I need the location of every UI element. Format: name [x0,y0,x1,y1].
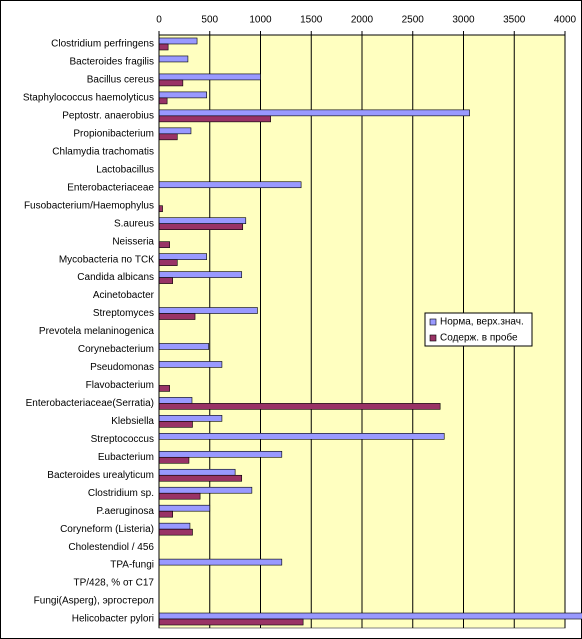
x-tick-label: 3000 [452,15,475,26]
bar [158,522,191,530]
bar [158,528,193,536]
bar [158,73,261,81]
y-tick-label: TP/428, % от C17 [73,578,154,589]
y-tick-label: TPA-fungi [110,560,154,571]
bar [158,79,184,87]
bar [158,492,201,500]
bar [158,223,244,230]
bar [158,91,208,99]
y-tick-label: Helicobacter pylori [72,614,154,625]
bar [158,277,174,284]
bar [158,361,223,368]
y-tick-label: Acinetobacter [93,290,155,301]
legend: Норма, верх.знач. Содерж. в пробе [424,312,533,347]
bar [158,403,441,410]
y-tick-label: Candida albicans [77,272,154,283]
bar [158,504,211,512]
x-tick-label: 4000 [554,15,577,26]
bar [158,205,163,213]
bar [158,415,223,422]
y-tick-label: Bacillus cereus [87,75,154,86]
legend-box [424,312,533,347]
y-tick-label: Fusobacterium/Haemophylus [24,200,154,211]
x-tick-label: 3500 [503,15,526,26]
x-tick-label: 2500 [402,15,425,26]
y-tick-label: Streptococcus [91,434,154,445]
bar [158,397,193,404]
y-tick-label: Neisseria [112,236,154,247]
bar [158,558,283,566]
legend-swatch [429,334,437,342]
bar [158,115,271,123]
y-tick-label: Chlamydia trachomatis [52,146,154,157]
bar [158,109,470,117]
y-tick-label: Flavobacterium [86,380,154,391]
y-tick-label: Mycobacteria по ТСК [59,254,154,265]
bar [158,474,243,482]
bar [158,307,258,314]
y-tick-label: Enterobacteriaceae(Serratia) [26,398,154,409]
x-tick-label: 1500 [300,15,323,26]
y-tick-label: P.aeruginosa [96,506,154,517]
bar [158,97,168,105]
y-tick-label: Bacteroides fragilis [70,57,154,68]
bar [158,253,208,260]
bar [158,313,196,320]
y-tick-label: Cholestendiol / 456 [68,542,154,553]
bar [158,127,192,135]
x-tick-label: 2000 [351,15,374,26]
y-tick-label: Streptomyces [93,308,154,319]
y-tick-label: Lactobacillus [96,164,154,175]
y-tick-label: Clostridium sp. [88,488,154,499]
bar [158,181,302,189]
bar [158,618,304,626]
x-tick-label: 500 [201,15,218,26]
bar [158,259,178,266]
legend-label: Норма, верх.знач. [440,317,524,328]
y-tick-label: Klebsiella [111,416,154,427]
bar [158,456,190,464]
legend-swatch [429,318,437,326]
bar [158,37,198,45]
x-tick-label: 1000 [249,15,272,26]
bar [158,241,170,248]
bar [158,133,178,141]
y-tick-label: Propionibacterium [73,128,154,139]
bar [158,385,170,392]
bar [158,612,582,620]
y-tick-label: Coryneform (Listeria) [60,524,154,535]
y-tick-label: Fungi(Asperg), эргостерол [34,596,155,607]
bar [158,343,210,350]
bar [158,486,253,494]
y-tick-label: Staphylococcus haemolyticus [23,93,154,104]
bar [158,43,169,51]
y-tick-label: Bacteroides urealyticum [47,470,154,481]
bar [158,450,283,458]
y-tick-label: Peptostr. anaerobius [62,111,154,122]
y-tick-label: Prevotela melaninogenica [39,326,155,337]
bar [158,55,189,63]
y-tick-label: Corynebacterium [78,344,154,355]
y-tick-label: S.aureus [114,218,154,229]
y-tick-label: Enterobacteriaceae [67,182,154,193]
bar [158,271,243,278]
y-tick-label: Clostridium perfringens [51,39,154,50]
bar [158,421,193,428]
y-tick-label: Eubacterium [98,452,154,463]
x-tick-label: 0 [156,15,162,26]
bar [158,433,445,440]
y-tick-label: Pseudomonas [90,362,154,373]
legend-label: Содерж. в пробе [440,332,518,344]
bar [158,510,174,518]
bar [158,217,247,224]
bar [158,468,236,476]
